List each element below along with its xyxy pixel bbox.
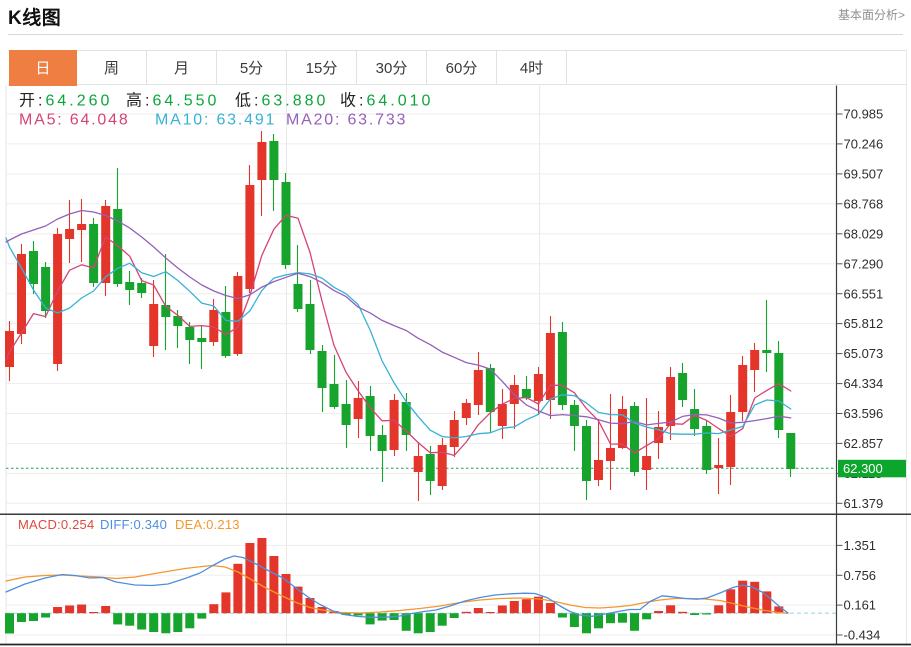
svg-text:68.768: 68.768 (844, 196, 884, 211)
svg-text:69.507: 69.507 (844, 167, 884, 182)
svg-text:65.812: 65.812 (844, 316, 884, 331)
svg-text:MA20: 63.733: MA20: 63.733 (286, 112, 407, 129)
svg-text:62.857: 62.857 (844, 436, 884, 451)
svg-text:高:64.550: 高:64.550 (126, 92, 219, 110)
svg-text:63.596: 63.596 (844, 406, 884, 421)
svg-text:68.029: 68.029 (844, 226, 884, 241)
svg-text:0.756: 0.756 (844, 568, 877, 583)
svg-text:61.379: 61.379 (844, 496, 884, 511)
svg-text:低:63.880: 低:63.880 (235, 92, 328, 110)
svg-text:DIFF:0.340: DIFF:0.340 (100, 517, 167, 532)
svg-text:收:64.010: 收:64.010 (340, 92, 433, 110)
svg-text:70.246: 70.246 (844, 137, 884, 152)
svg-text:MACD:0.254: MACD:0.254 (18, 517, 94, 532)
svg-text:65.073: 65.073 (844, 346, 884, 361)
svg-text:MA10: 63.491: MA10: 63.491 (155, 112, 276, 129)
svg-text:1.351: 1.351 (844, 538, 877, 553)
svg-text:DEA:0.213: DEA:0.213 (175, 517, 240, 532)
svg-text:67.290: 67.290 (844, 256, 884, 271)
svg-text:66.551: 66.551 (844, 286, 884, 301)
svg-text:70.985: 70.985 (844, 107, 884, 122)
svg-text:-0.434: -0.434 (844, 628, 881, 643)
svg-text:MA5: 64.048: MA5: 64.048 (19, 112, 130, 129)
svg-text:64.334: 64.334 (844, 376, 884, 391)
svg-text:0.161: 0.161 (844, 598, 877, 613)
svg-text:开:64.260: 开:64.260 (19, 93, 112, 110)
svg-text:62.300: 62.300 (843, 461, 883, 476)
